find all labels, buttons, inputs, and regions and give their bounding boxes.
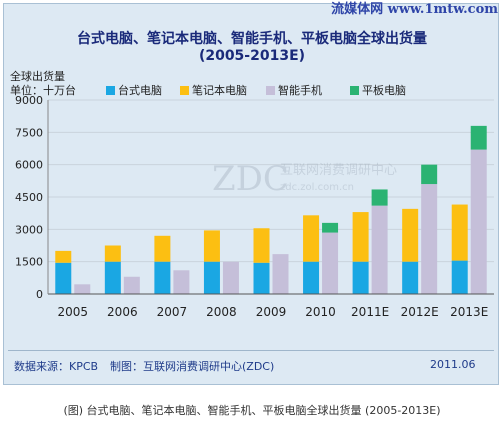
y-tick-label-1: 1500 [15,256,43,269]
y-axis-label: 全球出货量 [10,70,65,83]
legend-swatch-tablet [350,86,359,95]
x-tick-label-2010: 2010 [305,305,336,319]
data-source: 数据来源：KPCB [14,360,99,373]
y-tick-label-6: 9000 [15,94,43,107]
bar-desktop-2010 [303,261,320,294]
zdc-watermark-cn: 互联网消费调研中心 [280,163,397,178]
bar-notebook-2005 [55,250,72,263]
y-axis-unit: 单位：十万台 [10,84,76,97]
bar-desktop-2005 [55,262,72,294]
bar-desktop-2013E [451,260,468,294]
bar-tablet-2011E [371,189,388,206]
bar-notebook-2011E [352,212,369,262]
bar-smartphone-2010 [322,232,339,294]
zdc-watermark: ZDC [212,159,289,199]
bar-notebook-2006 [104,245,121,262]
legend-label-smartphone: 智能手机 [278,84,322,97]
legend-label-notebook: 笔记本电脑 [192,84,247,97]
legend-swatch-notebook [180,86,189,95]
bar-desktop-2011E [352,261,369,294]
bar-desktop-2012E [402,261,419,294]
legend-item-tablet: 平板电脑 [350,82,406,98]
bar-smartphone-2007 [173,270,190,294]
bar-desktop-2008 [203,261,220,294]
bar-tablet-2012E [421,164,438,185]
x-tick-label-2007: 2007 [157,305,188,319]
bar-notebook-2009 [253,228,270,263]
zdc-watermark-url: zdc.zol.com.cn [280,182,354,193]
chart-frame [3,3,499,385]
bar-smartphone-2009 [272,254,289,294]
footer-divider [8,350,494,351]
bar-smartphone-2005 [74,284,91,294]
bar-tablet-2013E [470,125,487,150]
bar-desktop-2006 [104,261,121,294]
x-tick-label-2009: 2009 [256,305,287,319]
legend-item-smartphone: 智能手机 [266,82,322,98]
chart-date: 2011.06 [430,358,476,371]
bar-notebook-2007 [154,235,171,262]
y-tick-label-0: 0 [36,288,43,301]
x-tick-label-2005: 2005 [58,305,89,319]
y-tick-label-2: 3000 [15,223,43,236]
y-tick-label-3: 4500 [15,191,43,204]
bar-smartphone-2012E [421,184,438,294]
x-tick-label-2012E: 2012E [401,305,439,319]
y-tick-label-4: 6000 [15,159,43,172]
bar-desktop-2009 [253,262,270,294]
bar-notebook-2010 [303,215,320,262]
legend-swatch-desktop [106,86,115,95]
bar-notebook-2008 [203,230,220,262]
chart-producer: 制图：互联网消费调研中心(ZDC) [110,360,275,373]
x-tick-label-2006: 2006 [107,305,138,319]
legend-label-tablet: 平板电脑 [362,84,406,97]
legend-item-notebook: 笔记本电脑 [180,82,247,98]
legend-item-desktop: 台式电脑 [106,82,162,98]
x-tick-label-2013E: 2013E [450,305,488,319]
legend-swatch-smartphone [266,86,275,95]
bar-smartphone-2008 [222,261,239,294]
site-watermark: 流媒体网 www.1mtw.com [331,2,498,17]
bar-desktop-2007 [154,261,171,294]
bar-smartphone-2006 [123,276,140,294]
bar-notebook-2013E [451,204,468,261]
x-tick-label-2011E: 2011E [351,305,389,319]
chart-subtitle: (2005-2013E) [198,48,306,64]
y-tick-label-5: 7500 [15,126,43,139]
bar-smartphone-2013E [470,149,487,294]
bar-notebook-2012E [402,208,419,262]
chart-title: 台式电脑、笔记本电脑、智能手机、平板电脑全球出货量 [77,31,427,47]
x-tick-label-2008: 2008 [206,305,237,319]
bar-tablet-2010 [322,222,339,233]
figure-caption: (图) 台式电脑、笔记本电脑、智能手机、平板电脑全球出货量 (2005-2013… [63,404,441,417]
bar-smartphone-2011E [371,205,388,294]
legend-label-desktop: 台式电脑 [118,84,162,97]
